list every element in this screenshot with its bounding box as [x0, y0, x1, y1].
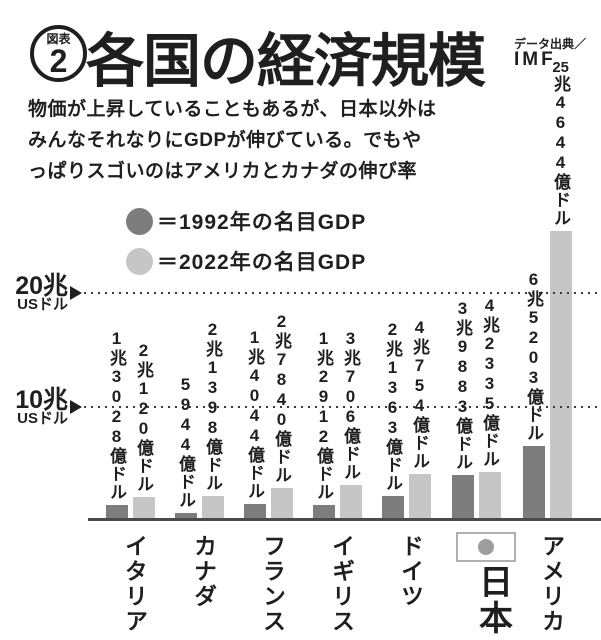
figure-badge-number: 2: [49, 43, 68, 79]
figure-badge-label: 図表: [46, 32, 71, 46]
legend: ＝1992年の名目GDP ＝2022年の名目GDP: [126, 206, 366, 286]
bar-1992: [175, 513, 197, 520]
tcy-digits: 25: [552, 60, 569, 75]
page-title: 各国の経済規模: [86, 29, 486, 94]
data-source: データ出典／ IMF: [514, 37, 587, 70]
bar-2022: [550, 231, 572, 520]
y-axis-tick-20t: 20兆 USドル: [0, 272, 68, 313]
bar-value-label-1992: 1兆4044億ドル: [245, 328, 264, 500]
legend-swatch-1992-icon: [126, 207, 153, 235]
country-label: カナダ: [190, 534, 217, 609]
x-axis-baseline: [88, 518, 601, 521]
figure-number-badge: 図表 2: [30, 25, 87, 82]
country-label: イタリア: [121, 534, 148, 634]
bar-2022: [271, 488, 293, 520]
data-source-value: IMF: [514, 49, 556, 70]
gridline-20t: [84, 292, 601, 294]
bar-value-label-2022: 4兆2335億ドル: [480, 296, 499, 468]
legend-item-1992: ＝1992年の名目GDP: [126, 206, 366, 236]
bar-2022: [479, 472, 501, 520]
bar-2022: [202, 496, 224, 520]
bar-value-label-1992: 2兆1363億ドル: [383, 320, 402, 492]
bar-value-label-2022: 2兆1398億ドル: [203, 320, 222, 492]
bar-2022: [409, 474, 431, 520]
y-axis-tick-value: 10兆: [15, 386, 68, 414]
legend-label-2022: ＝2022年の名目GDP: [157, 251, 367, 274]
bar-value-label-1992: 6兆5203億ドル: [524, 270, 543, 442]
y-axis-tick-10t: 10兆 USドル: [0, 386, 68, 427]
country-label: イギリス: [328, 534, 355, 634]
bar-value-label-1992: 3兆9883億ドル: [453, 299, 472, 471]
y-axis-tick-unit: USドル: [17, 296, 68, 313]
legend-item-2022: ＝2022年の名目GDP: [126, 246, 366, 276]
bar-1992: [452, 475, 474, 520]
description-text: 物価が上昇していることもあるが、日本以外は みんなそれなりにGDPが伸びている。…: [28, 94, 437, 187]
y-axis-tick-value: 20兆: [15, 272, 68, 300]
description-line: っぱりスゴいのはアメリカとカナダの伸び率: [28, 161, 418, 182]
y-axis-arrow-icon: [70, 286, 82, 300]
bar-value-label-2022: 2兆120億ドル: [134, 341, 153, 493]
legend-swatch-2022-icon: [126, 247, 153, 275]
japan-flag-sun-icon: [478, 539, 494, 555]
bar-2022: [340, 485, 362, 520]
country-label: フランス: [259, 534, 286, 634]
japan-flag-icon: [456, 532, 516, 562]
bar-value-label-2022: 3兆706億ドル: [341, 329, 360, 481]
legend-label-1992: ＝1992年の名目GDP: [157, 211, 367, 234]
y-axis-tick-unit: USドル: [17, 410, 68, 427]
bar-1992: [106, 505, 128, 520]
description-line: 物価が上昇していることもあるが、日本以外は: [28, 99, 437, 120]
description-line: みんなそれなりにGDPが伸びている。でもや: [28, 130, 422, 151]
country-label: ドイツ: [397, 534, 424, 609]
bar-value-label-2022: 2兆7840億ドル: [272, 312, 291, 484]
bar-1992: [313, 505, 335, 520]
gridline-10t: [84, 406, 601, 408]
country-label: アメリカ: [538, 534, 565, 634]
bar-2022: [133, 497, 155, 520]
bar-1992: [382, 496, 404, 520]
bar-1992: [244, 504, 266, 520]
bar-1992: [523, 446, 545, 520]
bar-value-label-1992: 1兆3028億ドル: [107, 329, 126, 501]
bar-value-label-1992: 5944億ドル: [176, 375, 195, 509]
y-axis-arrow-icon: [70, 400, 82, 414]
bar-value-label-2022: 25兆4644億ドル: [551, 60, 570, 227]
country-label-japan: 日本: [473, 564, 512, 636]
bar-value-label-1992: 1兆2912億ドル: [314, 329, 333, 501]
bar-value-label-2022: 4兆754億ドル: [410, 318, 429, 470]
data-source-label: データ出典／: [514, 37, 587, 51]
